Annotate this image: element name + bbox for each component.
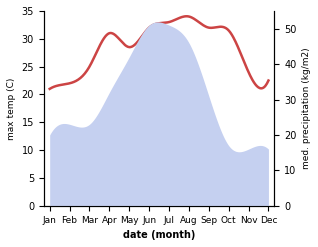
Y-axis label: med. precipitation (kg/m2): med. precipitation (kg/m2) <box>302 48 311 169</box>
X-axis label: date (month): date (month) <box>123 230 195 240</box>
Y-axis label: max temp (C): max temp (C) <box>7 77 16 140</box>
